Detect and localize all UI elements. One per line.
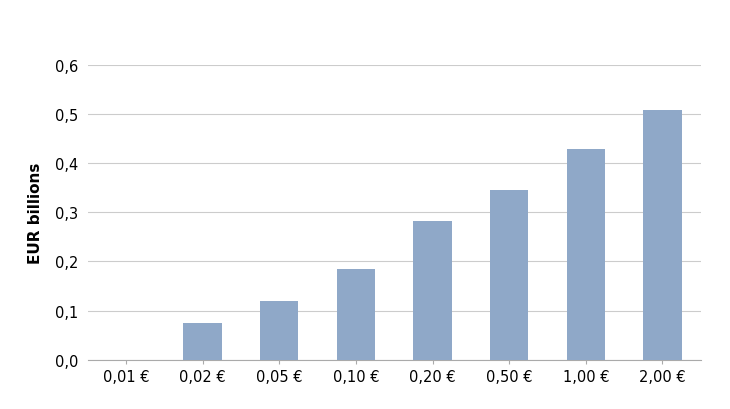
Bar	[490, 191, 529, 360]
Bar	[643, 110, 682, 360]
Bar	[260, 301, 299, 360]
Bar	[566, 150, 605, 360]
Bar	[337, 269, 375, 360]
Y-axis label: EUR billions: EUR billions	[28, 162, 43, 263]
Bar	[183, 323, 222, 360]
Bar	[413, 221, 452, 360]
